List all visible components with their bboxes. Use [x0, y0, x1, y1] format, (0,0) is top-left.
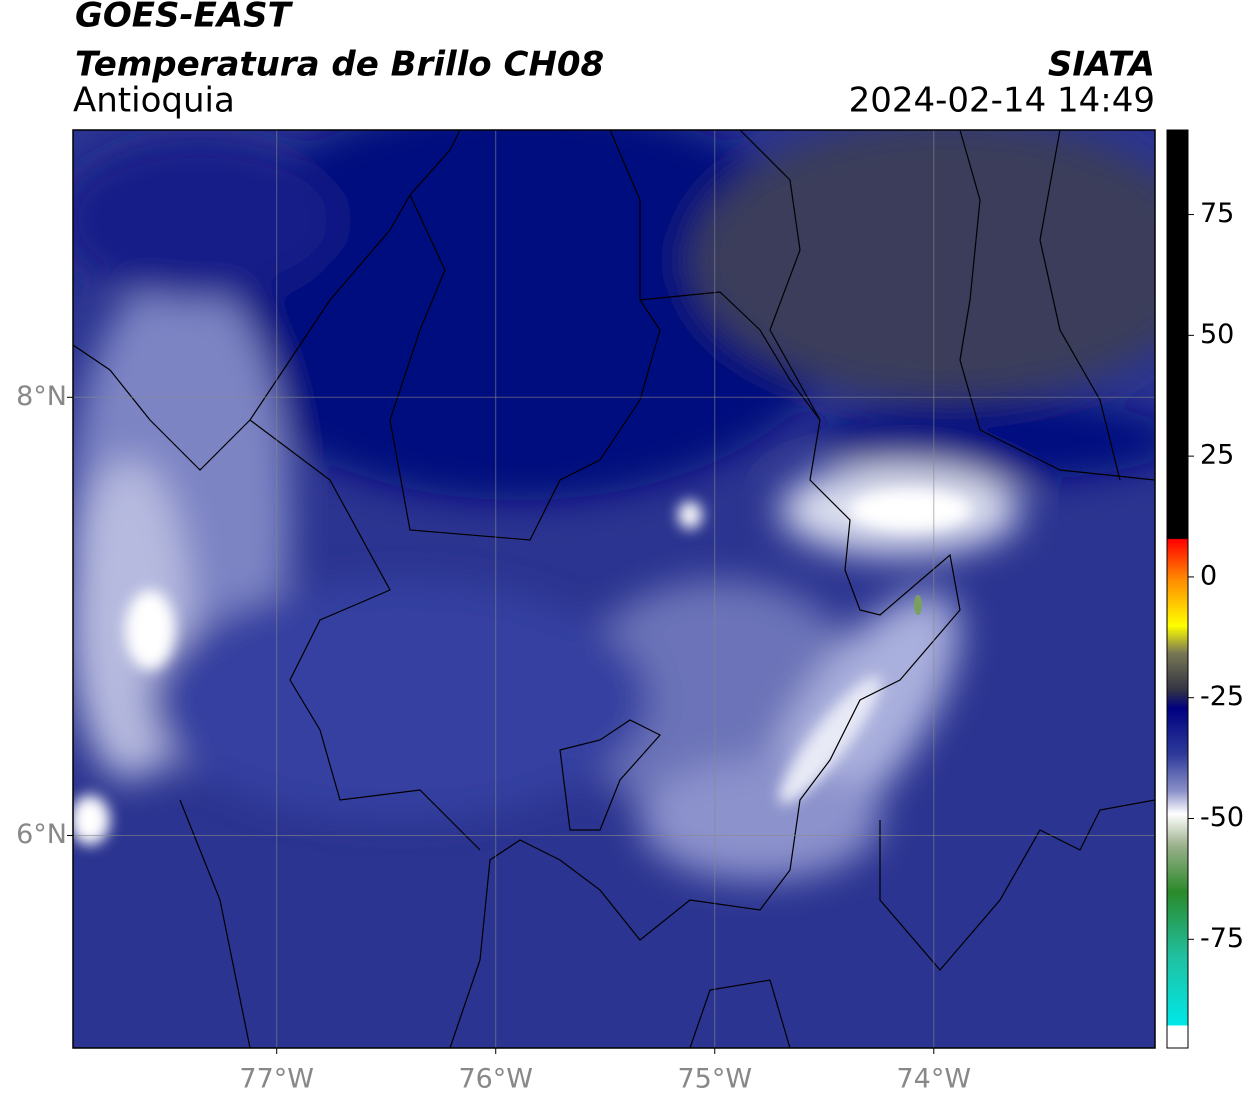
colorbar-tick-label: 75	[1200, 198, 1234, 229]
colorbar-tick-label: 0	[1200, 560, 1217, 591]
title: GOES-EAST	[75, 0, 294, 36]
colorbar-tick-label: -25	[1200, 681, 1244, 712]
x-tick-label: 75°W	[677, 1064, 752, 1095]
map-image	[73, 130, 1155, 1048]
y-tick-label: 8°N	[16, 381, 67, 412]
colorbar-tick-label: -75	[1200, 923, 1244, 954]
region: Antioquia	[73, 81, 235, 121]
x-tick-label: 76°W	[458, 1064, 533, 1095]
datetime: 2024-02-14 14:49	[849, 81, 1155, 121]
colorbar-tick-label: 25	[1200, 440, 1234, 471]
y-tick-label: 6°N	[16, 819, 67, 850]
colorbar-tick-label: 50	[1200, 319, 1234, 350]
x-tick-label: 77°W	[239, 1064, 314, 1095]
colorbar-tick-label: -50	[1200, 802, 1244, 833]
source: SIATA	[1048, 45, 1155, 85]
map-frame	[72, 129, 1156, 1049]
subtitle: Temperatura de Brillo CH08	[75, 45, 604, 85]
colorbar	[1166, 129, 1189, 1049]
x-tick-label: 74°W	[897, 1064, 972, 1095]
grid	[73, 130, 1155, 1048]
